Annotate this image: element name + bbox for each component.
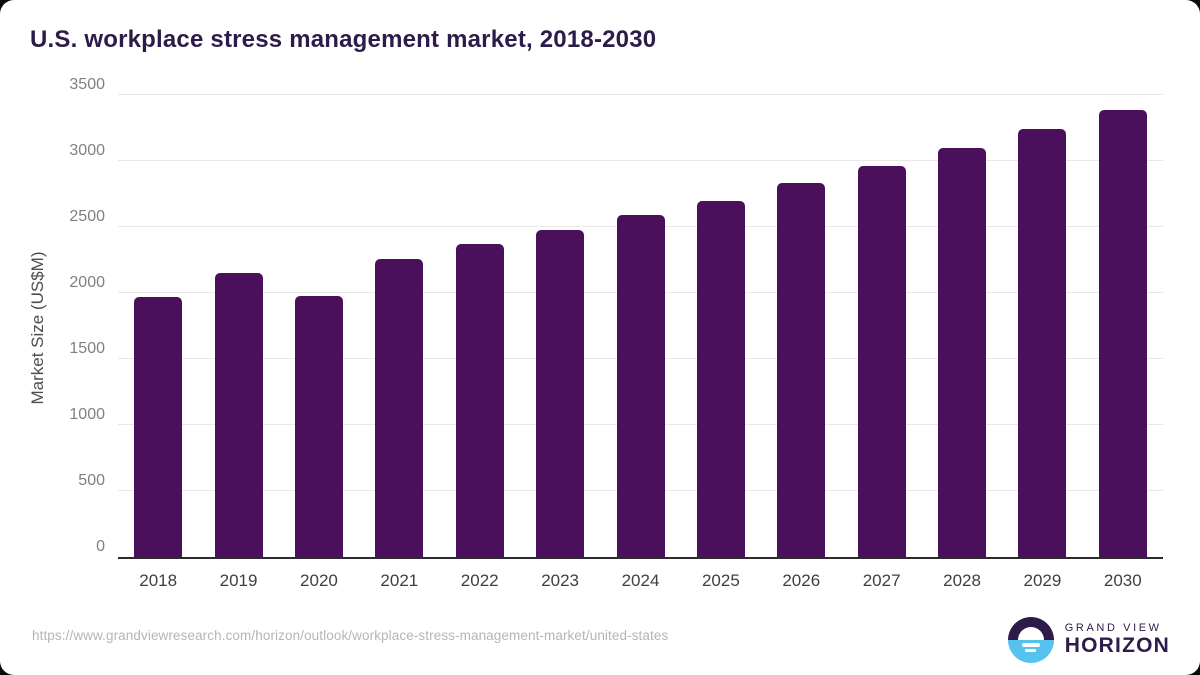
bar-2023 [536, 229, 585, 557]
bar-2027 [857, 166, 906, 557]
y-tick-label-2000: 2000 [69, 274, 105, 291]
y-tick-label-3500: 3500 [69, 76, 105, 93]
bar-2030 [1098, 109, 1147, 557]
bar-2019 [214, 273, 263, 557]
x-tick-label-2021: 2021 [380, 571, 419, 590]
y-tick-label-1000: 1000 [69, 406, 105, 423]
bar-2028 [938, 148, 987, 557]
y-tick-label-500: 500 [78, 472, 105, 489]
x-tick-label-2020: 2020 [300, 571, 338, 590]
x-tick-label-2026: 2026 [782, 571, 821, 590]
x-tick-label-2022: 2022 [460, 571, 499, 590]
chart-title: U.S. workplace stress management market,… [30, 26, 657, 53]
sun-reflection-line-1 [1021, 643, 1040, 647]
plot-area: 0 500 1000 1500 2000 2500 3000 3500 2018 2019 2020… [69, 76, 1163, 590]
sunrise-horizon-icon [1007, 617, 1054, 663]
x-tick-label-2024: 2024 [621, 571, 660, 590]
y-tick-label-0: 0 [96, 538, 105, 555]
y-tick-label-1500: 1500 [69, 340, 105, 357]
x-tick-label-2028: 2028 [943, 571, 981, 590]
bar-2024 [616, 215, 665, 557]
bar-2018 [134, 296, 183, 557]
bar-2021 [375, 259, 424, 557]
bar-2026 [777, 183, 826, 557]
x-tick-label-2030: 2030 [1103, 571, 1142, 590]
bar-2029 [1018, 129, 1067, 557]
gridline-3500 [118, 94, 1163, 95]
x-tick-label-2025: 2025 [701, 571, 740, 590]
bar-2020 [294, 296, 343, 557]
x-tick-label-2027: 2027 [862, 571, 901, 590]
gridline-3000 [118, 160, 1163, 161]
grandview-horizon-logo: GRAND VIEW HORIZON [1007, 617, 1170, 663]
logo-text: GRAND VIEW HORIZON [1065, 623, 1170, 657]
bar-2025 [696, 200, 745, 557]
x-tick-label-2023: 2023 [541, 571, 580, 590]
y-tick-label-2500: 2500 [69, 208, 105, 225]
x-tick-label-2019: 2019 [219, 571, 258, 590]
logo-text-grand-view: GRAND VIEW [1064, 622, 1162, 635]
bar-2022 [455, 243, 504, 557]
x-tick-label-2029: 2029 [1023, 571, 1062, 590]
sun-dome-shape [1017, 627, 1044, 640]
y-axis-label: Market Size (US$M) [28, 251, 47, 405]
y-tick-label-3000: 3000 [69, 142, 105, 159]
logo-text-horizon: HORIZON [1064, 633, 1170, 657]
x-tick-label-2018: 2018 [139, 571, 178, 590]
source-url: https://www.grandviewresearch.com/horizo… [32, 628, 669, 643]
sun-reflection-line-2 [1025, 648, 1037, 652]
